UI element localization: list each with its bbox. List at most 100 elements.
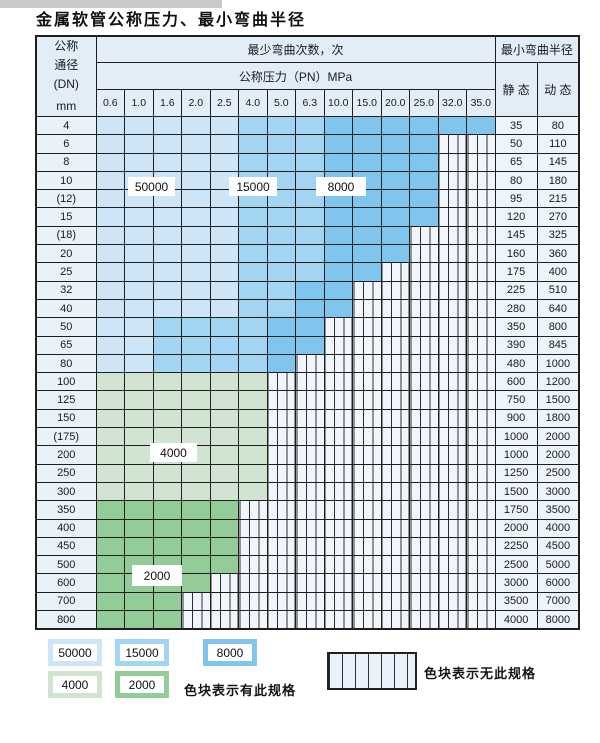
spec-cell: [124, 518, 154, 538]
pn-header-cell: 0.6: [95, 89, 125, 117]
spec-cell: [437, 372, 467, 392]
spec-cell: [466, 481, 496, 502]
spec-cell: [437, 390, 467, 410]
spec-cell: [409, 298, 439, 319]
spec-cell: [466, 591, 496, 612]
dynamic-cell: 4500: [536, 536, 580, 557]
spec-cell: [238, 115, 268, 136]
spec-cell: [209, 115, 239, 136]
spec-cell: [466, 518, 496, 538]
spec-cell: [380, 298, 410, 319]
spec-cell: [181, 170, 211, 191]
spec-cell: [238, 536, 268, 557]
spec-cell: [295, 427, 325, 447]
spec-cell: [181, 317, 211, 337]
spec-cell: [295, 463, 325, 483]
spec-cell: [95, 408, 125, 429]
spec-cell: [295, 591, 325, 612]
spec-cell: [380, 207, 410, 227]
spec-cell: [466, 427, 496, 447]
spec-cell: [409, 152, 439, 172]
region-label-15000: 15000: [229, 177, 277, 196]
dynamic-cell: 8000: [536, 610, 580, 630]
static-cell: 3000: [494, 573, 538, 593]
spec-cell: [266, 207, 296, 227]
spec-cell: [295, 152, 325, 172]
spec-cell: [124, 298, 154, 319]
static-cell: 750: [494, 390, 538, 410]
dynamic-cell: 1000: [536, 353, 580, 374]
spec-cell: [352, 573, 382, 593]
spec-cell: [466, 335, 496, 355]
spec-cell: [323, 372, 353, 392]
table-row: (175) 1000 2000: [35, 427, 580, 447]
spec-cell: [352, 244, 382, 264]
spec-cell: [466, 353, 496, 374]
spec-cell: [295, 134, 325, 154]
table-row: 125 750 1500: [35, 390, 580, 410]
spec-cell: [437, 536, 467, 557]
spec-cell: [437, 500, 467, 520]
spec-cell: [352, 298, 382, 319]
dynamic-cell: 1800: [536, 408, 580, 429]
spec-cell: [380, 518, 410, 538]
spec-cell: [437, 610, 467, 630]
spec-cell: [266, 353, 296, 374]
spec-cell: [466, 555, 496, 575]
spec-cell: [466, 500, 496, 520]
dn-cell: (12): [35, 189, 97, 209]
dynamic-cell: 6000: [536, 573, 580, 593]
spec-cell: [323, 225, 353, 246]
legend-item-8000: 8000: [203, 639, 257, 666]
spec-cell: [95, 573, 125, 593]
spec-cell: [266, 152, 296, 172]
spec-cell: [238, 280, 268, 300]
dynamic-cell: 1200: [536, 372, 580, 392]
spec-cell: [437, 591, 467, 612]
spec-cell: [95, 555, 125, 575]
dn-cell: 15: [35, 207, 97, 227]
table-row: 700 3500 7000: [35, 591, 580, 612]
spec-cell: [352, 152, 382, 172]
spec-cell: [266, 134, 296, 154]
static-cell: 2500: [494, 555, 538, 575]
spec-cell: [409, 610, 439, 630]
spec-cell: [409, 207, 439, 227]
spec-cell: [409, 244, 439, 264]
spec-cell: [466, 390, 496, 410]
dynamic-cell: 145: [536, 152, 580, 172]
table-row: 600 3000 6000: [35, 573, 580, 593]
spec-cell: [209, 280, 239, 300]
spec-cell: [352, 463, 382, 483]
spec-cell: [124, 225, 154, 246]
table-row: 400 2000 4000: [35, 518, 580, 538]
spec-cell: [209, 536, 239, 557]
dn-cell: 400: [35, 518, 97, 538]
top-grey-bar: [0, 0, 222, 8]
spec-cell: [95, 207, 125, 227]
dn-cell: 300: [35, 481, 97, 502]
spec-cell: [380, 353, 410, 374]
spec-cell: [124, 207, 154, 227]
spec-cell: [409, 353, 439, 374]
spec-cell: [323, 610, 353, 630]
spec-cell: [181, 189, 211, 209]
spec-cell: [152, 353, 182, 374]
spec-cell: [352, 555, 382, 575]
spec-cell: [352, 427, 382, 447]
spec-cell: [266, 518, 296, 538]
spec-cell: [152, 481, 182, 502]
spec-cell: [323, 152, 353, 172]
dn-header-line1: 公称: [54, 39, 79, 54]
table-row: 350 1750 3500: [35, 500, 580, 520]
spec-cell: [181, 390, 211, 410]
legend-item-4000: 4000: [48, 671, 102, 698]
spec-cell: [152, 225, 182, 246]
spec-cell: [209, 152, 239, 172]
spec-cell: [95, 262, 125, 282]
spec-cell: [209, 481, 239, 502]
dn-cell: 6: [35, 134, 97, 154]
dn-cell: 50: [35, 317, 97, 337]
spec-cell: [124, 262, 154, 282]
table-row: 40 280 640: [35, 298, 580, 319]
